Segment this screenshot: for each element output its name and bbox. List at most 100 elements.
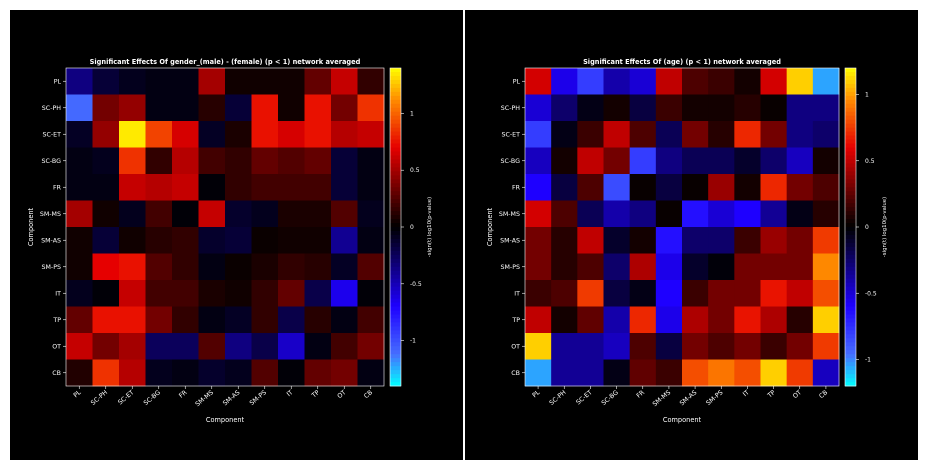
colorbar-segment xyxy=(390,314,401,319)
heatmap-cell xyxy=(278,333,305,360)
colorbar-segment xyxy=(390,310,401,315)
heatmap-cell xyxy=(577,121,604,148)
colorbar-segment xyxy=(390,219,401,224)
heatmap-cell xyxy=(225,280,252,307)
heatmap-cell xyxy=(304,280,332,307)
heatmap-cell xyxy=(525,333,552,360)
heatmap-cell xyxy=(603,200,631,228)
heatmap-cell xyxy=(198,121,226,148)
heatmap-cell xyxy=(812,306,840,334)
heatmap-cell xyxy=(66,333,93,360)
left-heatmap-panel: Significant Effects Of gender_(male) - (… xyxy=(10,10,463,460)
x-tick-label: TP xyxy=(766,389,777,400)
colorbar-segment xyxy=(845,155,856,160)
heatmap-cell xyxy=(278,253,305,281)
colorbar-segment xyxy=(390,254,401,260)
heatmap-cell xyxy=(304,121,332,148)
colorbar-segment xyxy=(845,278,856,284)
colorbar-segment xyxy=(390,326,401,331)
x-tick-label: SC-ET xyxy=(575,389,594,406)
colorbar-segment xyxy=(845,75,856,81)
heatmap-cell xyxy=(66,94,93,122)
y-tick-label: CB xyxy=(511,370,520,377)
heatmap-cell xyxy=(278,147,305,175)
heatmap-cell xyxy=(225,200,252,228)
heatmap-cell xyxy=(198,306,226,334)
colorbar-tick-label: -1 xyxy=(865,357,871,364)
colorbar-segment xyxy=(390,167,401,172)
heatmap-cell xyxy=(225,333,252,360)
heatmap-cell xyxy=(198,147,226,175)
heatmap-cell xyxy=(357,280,385,307)
heatmap-cell xyxy=(708,68,735,95)
heatmap-cell xyxy=(172,121,199,148)
heatmap-cell xyxy=(682,68,709,95)
heatmap-cell xyxy=(304,359,332,387)
colorbar-segment xyxy=(845,175,856,180)
colorbar-segment xyxy=(845,119,856,125)
heatmap-cell xyxy=(304,68,332,95)
heatmap-cell xyxy=(525,359,552,387)
heatmap-cell xyxy=(655,359,683,387)
colorbar-tick-label: -0.5 xyxy=(410,281,422,288)
heatmap-cell xyxy=(786,174,814,201)
chart-title: Significant Effects Of (age) (p < 1) net… xyxy=(583,58,781,66)
plot-frame xyxy=(65,67,385,387)
heatmap-cell xyxy=(734,306,761,334)
colorbar-segment xyxy=(390,378,401,383)
heatmap-cell xyxy=(603,147,631,175)
x-tick-label: IT xyxy=(742,389,751,398)
heatmap-cell xyxy=(172,280,199,307)
heatmap-cell xyxy=(119,121,146,148)
y-tick-label: TP xyxy=(52,317,61,324)
heatmap-cell xyxy=(577,333,604,360)
heatmap-cell xyxy=(119,174,146,201)
heatmap-cell xyxy=(603,227,631,254)
heatmap-cell xyxy=(786,227,814,254)
heatmap-cell xyxy=(525,121,552,148)
colorbar-segment xyxy=(390,199,401,204)
heatmap-cell xyxy=(92,306,120,334)
colorbar-segment xyxy=(390,274,401,280)
colorbar-segment xyxy=(845,294,856,299)
heatmap-cell xyxy=(278,227,305,254)
x-tick-label: SC-PH xyxy=(90,389,109,407)
heatmap-cell xyxy=(682,253,709,281)
colorbar-segment xyxy=(390,330,401,335)
colorbar-segment xyxy=(845,147,856,152)
colorbar-segment xyxy=(845,103,856,109)
colorbar-segment xyxy=(390,346,401,351)
heatmap-cell xyxy=(760,94,788,122)
heatmap-cell xyxy=(812,227,840,254)
colorbar-segment xyxy=(390,211,401,216)
heatmap-cell xyxy=(304,306,332,334)
colorbar-segment xyxy=(845,270,856,276)
heatmap-cell xyxy=(525,94,552,122)
heatmap-cell xyxy=(172,200,199,228)
heatmap-cell xyxy=(682,147,709,175)
heatmap-cell xyxy=(708,306,735,334)
heatmap-cell xyxy=(278,68,305,95)
colorbar-segment xyxy=(390,207,401,212)
y-tick-label: FR xyxy=(53,184,62,191)
heatmap-cell xyxy=(577,68,604,95)
colorbar-segment xyxy=(390,374,401,379)
heatmap-cell xyxy=(812,253,840,281)
colorbar-segment xyxy=(845,123,856,129)
heatmap-cell xyxy=(172,306,199,334)
heatmap-cell xyxy=(251,174,279,201)
colorbar-segment xyxy=(390,195,401,200)
colorbar-segment xyxy=(845,330,856,335)
heatmap-cell xyxy=(92,94,120,122)
heatmap-cell xyxy=(145,94,173,122)
heatmap-cell xyxy=(551,174,578,201)
colorbar-segment xyxy=(390,382,401,387)
heatmap-cell xyxy=(331,333,358,360)
heatmap-cell xyxy=(92,359,120,387)
colorbar-segment xyxy=(845,302,856,307)
x-tick-label: CB xyxy=(363,389,374,400)
colorbar-segment xyxy=(390,286,401,291)
heatmap-cell xyxy=(655,147,683,175)
colorbar-segment xyxy=(845,179,856,184)
heatmap-cell xyxy=(655,333,683,360)
